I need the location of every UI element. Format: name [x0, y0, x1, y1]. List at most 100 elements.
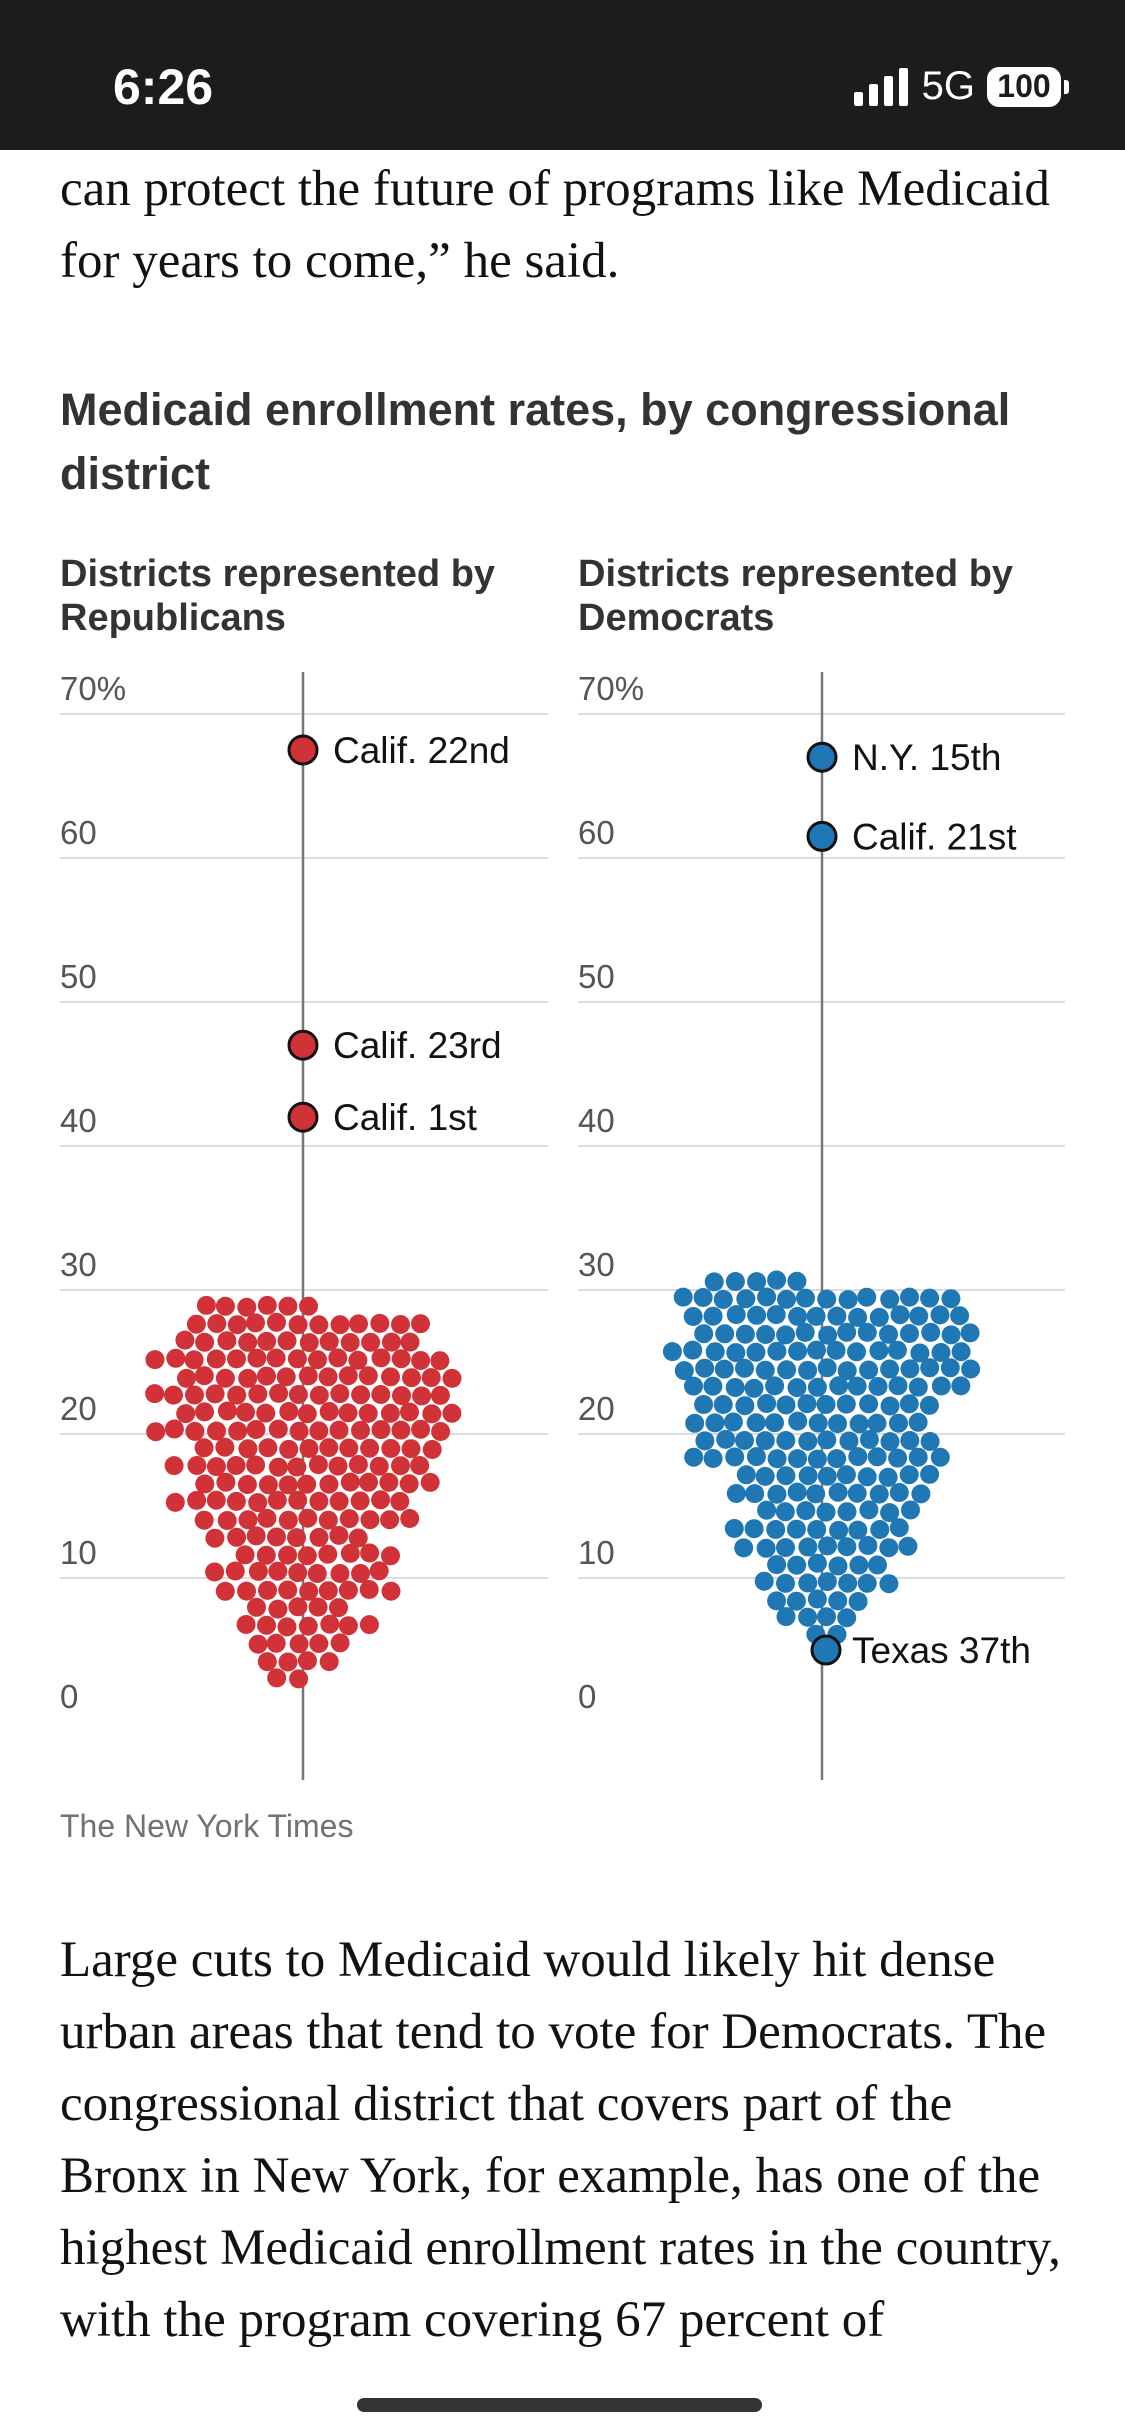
district-dot	[705, 1342, 725, 1362]
district-dot	[920, 1432, 940, 1451]
district-dot	[662, 1342, 682, 1362]
district-dot	[410, 1456, 430, 1475]
district-dot	[908, 1412, 928, 1432]
district-dot	[837, 1322, 857, 1342]
district-dot	[849, 1555, 869, 1575]
district-dot	[238, 1439, 258, 1459]
district-dot	[358, 1403, 378, 1423]
district-dot	[278, 1510, 298, 1530]
district-dot	[837, 1537, 857, 1557]
district-dot	[961, 1359, 981, 1379]
district-dot	[900, 1359, 920, 1379]
district-dot	[808, 1413, 828, 1433]
district-dot	[236, 1615, 256, 1634]
district-dot	[703, 1449, 723, 1468]
district-dot	[900, 1287, 919, 1307]
district-dot	[194, 1438, 214, 1458]
district-dot	[735, 1358, 754, 1378]
district-dot	[796, 1501, 816, 1521]
district-dot	[289, 1421, 309, 1441]
district-dot	[288, 1597, 308, 1617]
district-dot	[267, 1490, 287, 1510]
district-dot	[879, 1574, 899, 1594]
district-dot	[257, 1508, 277, 1528]
district-dot	[683, 1307, 703, 1326]
district-dot	[371, 1385, 391, 1404]
district-dot	[297, 1546, 317, 1566]
district-dot	[859, 1360, 879, 1380]
district-dot	[838, 1290, 858, 1310]
y-tick-label: 60	[578, 814, 615, 851]
district-dot	[951, 1342, 971, 1362]
y-tick-label: 40	[578, 1102, 615, 1139]
district-dot	[319, 1402, 339, 1421]
y-tick-label: 60	[60, 814, 97, 851]
district-dot	[319, 1652, 339, 1672]
district-dot	[798, 1431, 818, 1451]
district-dot	[746, 1342, 766, 1362]
district-dot	[746, 1413, 766, 1433]
y-tick-label: 20	[60, 1390, 97, 1427]
district-dot	[703, 1376, 723, 1396]
district-dot	[796, 1288, 815, 1308]
district-dot	[256, 1545, 276, 1565]
district-dot	[716, 1429, 736, 1449]
district-dot	[767, 1449, 787, 1469]
district-dot	[888, 1448, 908, 1468]
district-dot	[164, 1456, 184, 1476]
y-tick-label: 70%	[578, 670, 644, 707]
district-dot	[765, 1376, 785, 1396]
district-dot	[889, 1518, 909, 1538]
district-dot	[258, 1580, 277, 1600]
district-dot	[320, 1614, 340, 1634]
district-dot	[921, 1322, 941, 1342]
district-dot	[695, 1431, 715, 1451]
district-dot	[756, 1538, 776, 1558]
district-dot	[237, 1581, 256, 1601]
district-dot	[246, 1420, 266, 1439]
district-dot	[786, 1591, 806, 1611]
district-dot	[217, 1401, 237, 1421]
district-dot	[869, 1341, 889, 1361]
district-dot	[238, 1510, 258, 1530]
district-dot	[858, 1536, 878, 1555]
district-dot	[329, 1525, 349, 1545]
district-dot	[775, 1502, 795, 1522]
district-dot	[869, 1484, 889, 1504]
district-dot	[350, 1491, 370, 1511]
district-dot	[817, 1572, 837, 1592]
district-dot	[164, 1419, 184, 1439]
district-dot	[714, 1359, 734, 1379]
district-dot	[411, 1419, 431, 1439]
district-dot	[836, 1394, 856, 1414]
network-type: 5G	[921, 64, 975, 108]
district-dot	[227, 1315, 247, 1335]
district-dot	[381, 1546, 400, 1566]
status-time: 6:26	[113, 59, 214, 115]
district-dot	[268, 1599, 288, 1619]
district-dot	[268, 1419, 288, 1439]
district-dot	[359, 1472, 378, 1492]
district-dot	[298, 1366, 318, 1386]
district-dot	[165, 1492, 185, 1512]
district-dot	[713, 1290, 733, 1309]
home-indicator[interactable]	[357, 2398, 762, 2412]
district-dot	[828, 1591, 848, 1611]
district-dot	[391, 1456, 410, 1476]
labeled-district-dot	[287, 1029, 319, 1061]
district-dot	[288, 1385, 308, 1404]
district-dot	[248, 1634, 268, 1654]
district-dot	[901, 1500, 920, 1520]
district-dot	[818, 1536, 837, 1556]
district-dot	[960, 1323, 980, 1343]
district-dot	[827, 1449, 847, 1469]
district-dot	[381, 1581, 401, 1601]
district-dot	[890, 1305, 910, 1325]
district-dot	[817, 1358, 837, 1378]
district-dot	[145, 1384, 165, 1404]
panel-title-republicans: Districts represented by Republicans	[60, 553, 496, 639]
district-dot	[857, 1467, 877, 1487]
district-dot	[360, 1543, 380, 1563]
district-dot	[340, 1543, 360, 1563]
y-tick-label: 0	[578, 1678, 596, 1715]
